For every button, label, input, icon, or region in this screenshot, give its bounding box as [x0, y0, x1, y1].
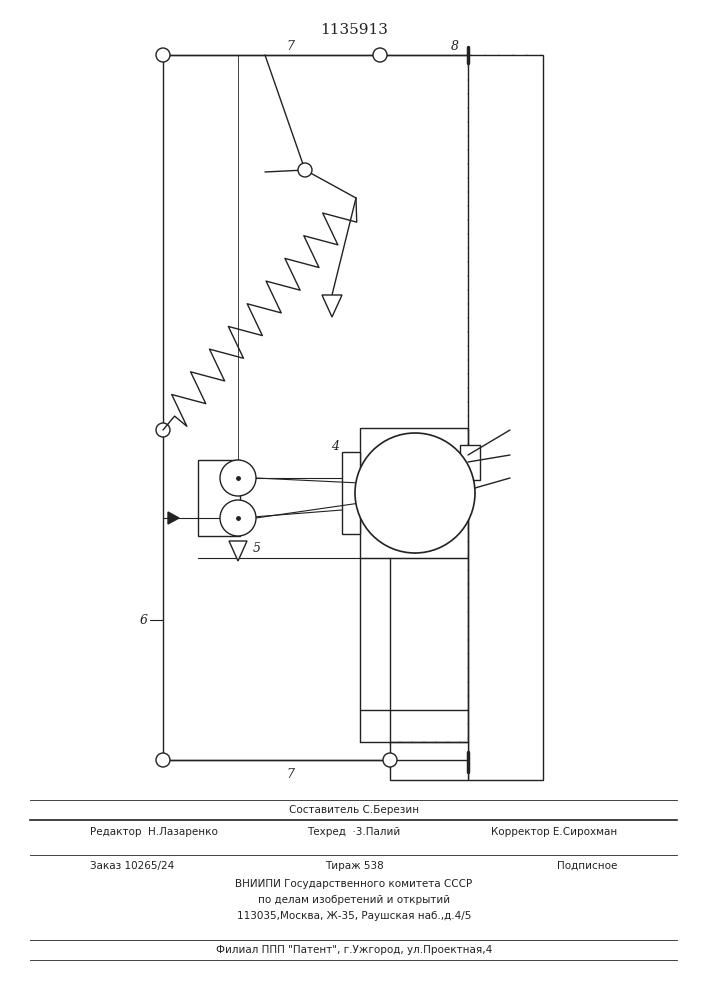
Text: 113035,Москва, Ж-35, Раушская наб.,д.4/5: 113035,Москва, Ж-35, Раушская наб.,д.4/5 — [237, 911, 471, 921]
Text: 2: 2 — [515, 422, 523, 434]
Text: 1: 1 — [515, 448, 523, 460]
Polygon shape — [229, 541, 247, 561]
Circle shape — [156, 753, 170, 767]
Polygon shape — [168, 512, 179, 524]
Circle shape — [298, 163, 312, 177]
Bar — [360, 428, 468, 558]
Text: Корректор Е.Сирохман: Корректор Е.Сирохман — [491, 827, 617, 837]
Circle shape — [220, 500, 256, 536]
Text: 1135913: 1135913 — [320, 23, 388, 37]
Text: 3: 3 — [515, 470, 523, 483]
Bar — [198, 460, 240, 536]
Bar — [468, 55, 543, 780]
Text: по делам изобретений и открытий: по делам изобретений и открытий — [258, 895, 450, 905]
Bar — [390, 742, 468, 780]
Text: Составитель С.Березин: Составитель С.Березин — [289, 805, 419, 815]
Text: Техред  ·3.Палий: Техред ·3.Палий — [308, 827, 401, 837]
Text: 6: 6 — [140, 613, 148, 626]
Text: ВНИИПИ Государственного комитета СССР: ВНИИПИ Государственного комитета СССР — [235, 879, 472, 889]
Bar — [468, 55, 543, 780]
Circle shape — [220, 460, 256, 496]
Text: 7: 7 — [286, 768, 294, 782]
Text: Филиал ППП "Патент", г.Ужгород, ул.Проектная,4: Филиал ППП "Патент", г.Ужгород, ул.Проек… — [216, 945, 492, 955]
Circle shape — [373, 48, 387, 62]
Circle shape — [383, 753, 397, 767]
Text: Подписное: Подписное — [556, 861, 617, 871]
Text: Редактор  Н.Лазаренко: Редактор Н.Лазаренко — [90, 827, 218, 837]
Circle shape — [355, 433, 475, 553]
Text: 8: 8 — [451, 39, 459, 52]
Bar — [342, 452, 360, 534]
Text: 7: 7 — [286, 39, 294, 52]
Circle shape — [156, 423, 170, 437]
Text: Заказ 10265/24: Заказ 10265/24 — [90, 861, 174, 871]
Text: 4: 4 — [331, 440, 339, 454]
Text: Тираж 538: Тираж 538 — [325, 861, 383, 871]
Text: 5: 5 — [253, 542, 261, 556]
Polygon shape — [322, 295, 342, 317]
Bar — [390, 742, 468, 780]
Bar — [460, 445, 480, 480]
Circle shape — [156, 48, 170, 62]
